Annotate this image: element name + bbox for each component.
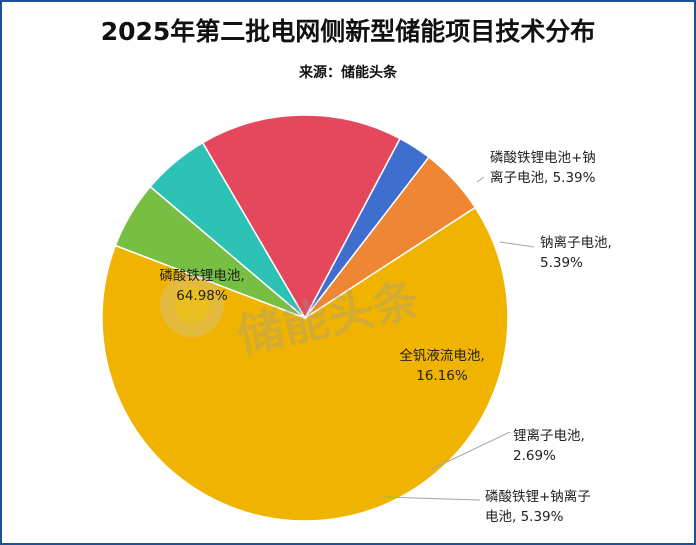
data-label-line: 全钒液流电池, — [399, 347, 484, 364]
data-label-line: 64.98% — [176, 288, 228, 304]
data-label: 磷酸铁锂电池+钠离子电池, 5.39% — [490, 150, 596, 186]
chart-subtitle: 来源：储能头条 — [299, 65, 397, 81]
data-label-line: 离子电池, 5.39% — [490, 169, 596, 186]
watermark-logo-core — [174, 287, 210, 323]
data-label-line: 磷酸铁锂+钠离子 — [485, 488, 591, 505]
leader-lines — [381, 176, 535, 501]
data-label: 锂离子电池, 2.69% — [513, 427, 585, 464]
data-label-line: 磷酸铁锂电池+钠 — [490, 150, 596, 166]
pie-slice — [101, 206, 509, 522]
pie-slices — [101, 114, 509, 522]
data-label-line: 电池, 5.39% — [485, 509, 564, 525]
leader-line — [499, 241, 535, 248]
data-label-line: 5.39% — [540, 255, 583, 271]
data-label: 钠离子电池, 5.39% — [540, 234, 612, 271]
data-label-line: 锂离子电池, — [513, 427, 585, 444]
leader-line — [381, 496, 481, 501]
pie-slice — [201, 114, 402, 320]
data-labels: 磷酸铁锂电池, 64.98% 磷酸铁锂电池+钠离子电池, 5.39% 钠离子电池, 5.… — [159, 150, 611, 525]
pie-slice — [304, 156, 477, 319]
data-label-line: 2.69% — [513, 448, 556, 464]
data-label: 磷酸铁锂电池, 64.98% — [159, 268, 244, 304]
data-label-line: 磷酸铁锂电池, — [159, 268, 244, 284]
data-label: 全钒液流电池, 16.16% — [399, 347, 484, 384]
leader-line — [429, 431, 511, 471]
data-label-line: 钠离子电池, — [540, 234, 612, 251]
leader-line — [476, 176, 485, 183]
data-label-line: 16.16% — [416, 368, 468, 384]
watermark-logo — [160, 273, 224, 337]
data-label: 磷酸铁锂+钠离子电池, 5.39% — [485, 488, 591, 525]
chart-title: 2025年第二批电网侧新型储能项目技术分布 — [100, 17, 596, 46]
